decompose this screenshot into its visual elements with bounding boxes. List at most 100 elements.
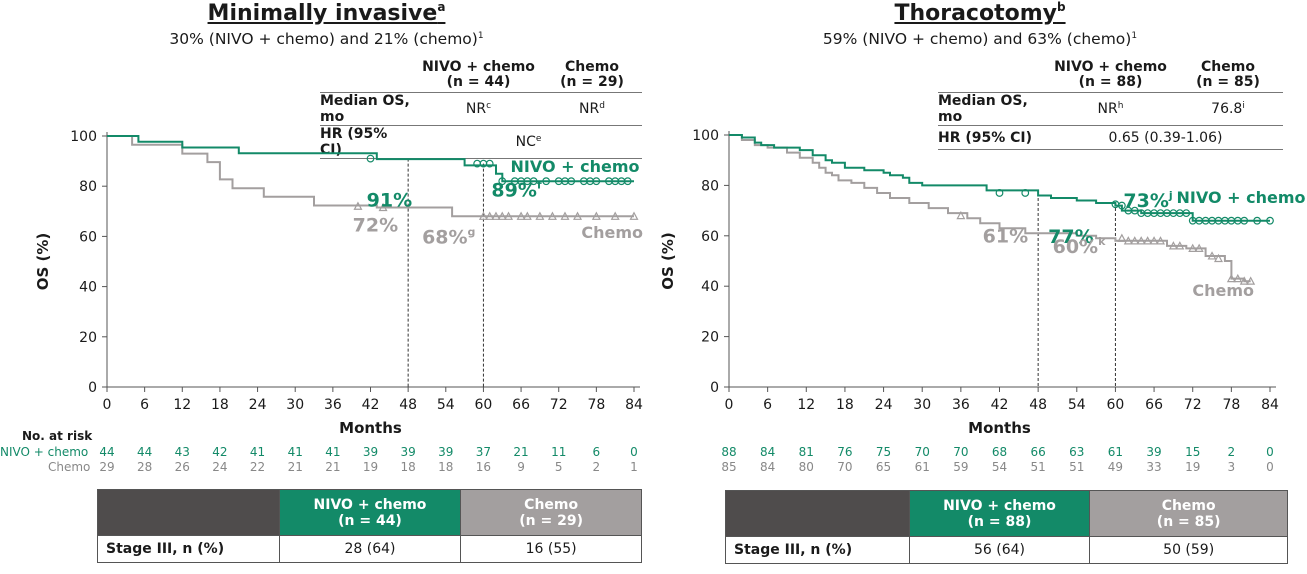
nivo-censor-mark xyxy=(1021,189,1030,197)
risk-chemo-value: 61 xyxy=(914,460,930,474)
risk-nivo-value: 68 xyxy=(991,445,1008,459)
risk-nivo-value: 70 xyxy=(953,445,969,459)
x-tick-label: 36 xyxy=(952,397,970,413)
risk-chemo-value: 84 xyxy=(760,460,776,474)
rate-annotation: 91% xyxy=(367,190,412,212)
chemo-censor-mark xyxy=(378,202,388,212)
risk-chemo-value: 29 xyxy=(99,460,115,474)
nivo-survival-curve xyxy=(107,135,634,183)
risk-nivo-value: 44 xyxy=(137,445,153,459)
risk-nivo-value: 41 xyxy=(287,445,303,459)
chemo-censor-mark xyxy=(535,211,545,220)
chemo-censor-mark xyxy=(1117,233,1127,242)
panel-minimally-invasive: Minimally invasivea 30% (NIVO + chemo) a… xyxy=(0,0,653,574)
rate-annotation: 61% xyxy=(983,225,1028,247)
nivo-censor-mark xyxy=(623,177,632,186)
risk-nivo-value: 37 xyxy=(475,445,492,459)
stage-header-nivo: NIVO + chemo (n = 88) xyxy=(908,490,1091,537)
x-tick-label: 72 xyxy=(550,397,568,413)
x-tick-label: 24 xyxy=(249,397,267,413)
risk-nivo-value: 39 xyxy=(1146,445,1162,459)
panel-subtitle: 30% (NIVO + chemo) and 21% (chemo)1 xyxy=(169,30,484,48)
chemo-censor-mark xyxy=(547,211,557,220)
risk-nivo-value: 41 xyxy=(249,445,266,459)
nivo-censor-mark xyxy=(542,177,551,186)
stage-value-chemo: 50 (59) xyxy=(1089,536,1288,564)
x-tick-label: 30 xyxy=(286,397,304,413)
chemo-censor-mark xyxy=(1233,273,1243,283)
risk-nivo-value: 6 xyxy=(592,445,601,459)
risk-nivo-value: 63 xyxy=(1069,445,1085,459)
risk-chemo-value: 3 xyxy=(1227,460,1236,474)
chemo-censor-mark xyxy=(353,201,363,210)
risk-chemo-value: 5 xyxy=(554,460,563,474)
y-tick-label: 80 xyxy=(79,179,97,195)
risk-chemo-value: 21 xyxy=(325,460,341,474)
nivo-series-label: NIVO + chemo xyxy=(1177,188,1306,207)
x-tick-label: 78 xyxy=(1222,397,1240,413)
nivo-series-label: NIVO + chemo xyxy=(511,157,640,176)
chemo-censor-mark xyxy=(956,210,966,220)
risk-nivo-value: 42 xyxy=(212,445,228,459)
chemo-censor-mark xyxy=(1156,236,1166,245)
risk-chemo-value: 65 xyxy=(875,460,892,474)
hr-value: 0.65 (0.39-1.06) xyxy=(1048,125,1283,150)
chemo-censor-mark xyxy=(478,211,488,220)
y-axis-label: OS (%) xyxy=(659,232,677,290)
chemo-censor-mark xyxy=(1213,253,1223,263)
risk-chemo-value: 16 xyxy=(475,460,492,474)
x-axis-label: Months xyxy=(339,419,402,437)
panel-subtitle: 59% (NIVO + chemo) and 63% (chemo)1 xyxy=(822,30,1138,48)
y-tick-label: 100 xyxy=(692,128,719,144)
stage-row-label: Stage III, n (%) xyxy=(97,535,280,563)
chemo-series-label: Chemo xyxy=(1192,281,1254,300)
risk-chemo-value: 18 xyxy=(438,460,454,474)
x-tick-label: 42 xyxy=(362,397,380,413)
nivo-censor-mark xyxy=(1182,209,1191,218)
risk-nivo-value: 66 xyxy=(1030,445,1046,459)
y-tick-label: 20 xyxy=(79,330,97,346)
panel-title: Minimally invasivea xyxy=(207,0,446,26)
stage-table: NIVO + chemo (n = 88) Chemo (n = 85) Stage… xyxy=(725,490,1288,564)
risk-label-nivo: NIVO + chemo xyxy=(0,445,89,459)
y-tick-label: 20 xyxy=(701,330,719,346)
x-tick-label: 30 xyxy=(913,397,931,413)
risk-nivo-value: 41 xyxy=(325,445,341,459)
x-tick-label: 60 xyxy=(475,397,493,413)
summary-table: NIVO + chemo (n = 88) Chemo (n = 85) Media… xyxy=(938,56,1283,150)
risk-nivo-value: 39 xyxy=(400,445,416,459)
x-tick-label: 36 xyxy=(324,397,342,413)
risk-chemo-value: 28 xyxy=(137,460,153,474)
nivo-censor-mark xyxy=(567,177,576,186)
stage-value-nivo: 28 (64) xyxy=(278,535,462,563)
x-tick-label: 78 xyxy=(587,397,605,413)
rate-annotation: 73%j xyxy=(1123,189,1172,212)
nivo-censor-mark xyxy=(1117,201,1126,210)
x-tick-label: 18 xyxy=(836,397,854,413)
nivo-censor-mark xyxy=(995,189,1004,197)
chemo-censor-mark xyxy=(1239,276,1249,285)
risk-nivo-value: 2 xyxy=(1227,445,1236,459)
rate-annotation: 89%f xyxy=(491,179,541,202)
risk-label-chemo: Chemo xyxy=(48,460,91,474)
y-tick-label: 60 xyxy=(79,229,97,245)
y-tick-label: 40 xyxy=(79,280,97,296)
chemo-censor-mark xyxy=(1136,236,1146,245)
nivo-censor-mark xyxy=(1240,216,1249,225)
risk-title: No. at risk xyxy=(22,429,93,443)
km-chart-thoracotomy: 0 6 12 18 24 30 36 42 48 54 60 66 72 78 84 0 20 40 60 80 100… xyxy=(659,128,1306,437)
median-os-nivo: NRc xyxy=(415,92,542,126)
chemo-censor-mark xyxy=(1143,236,1153,245)
risk-nivo-value: 43 xyxy=(174,445,190,459)
risk-chemo-value: 24 xyxy=(212,460,228,474)
chemo-censor-mark xyxy=(485,211,495,220)
risk-nivo-value: 61 xyxy=(1107,445,1124,459)
chemo-censor-mark xyxy=(516,211,526,220)
risk-nivo-value: 39 xyxy=(362,445,379,459)
risk-chemo-value: 51 xyxy=(1069,460,1085,474)
risk-nivo-value: 88 xyxy=(721,445,737,459)
risk-nivo-value: 15 xyxy=(1185,445,1201,459)
risk-nivo-value: 44 xyxy=(99,445,115,459)
x-axis-label: Months xyxy=(968,419,1031,437)
km-chart-minimally-invasive: 0 6 12 18 24 30 36 42 48 54 60 66 72 78 84 0 20 40 60 80 100… xyxy=(34,129,643,437)
